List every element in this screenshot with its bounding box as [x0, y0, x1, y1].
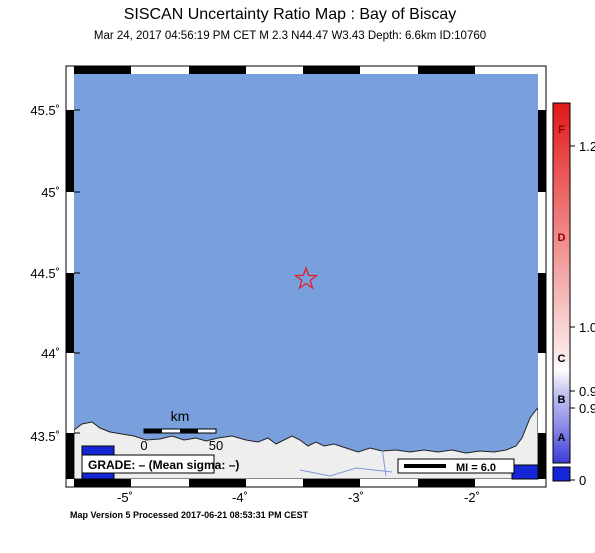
- lat-tick-marks: [74, 109, 80, 434]
- grade-letter-f: F: [558, 124, 565, 136]
- mi-text: MI = 6.0: [456, 462, 496, 474]
- lon-label-minus5: -5˚: [117, 490, 133, 505]
- grade-text: GRADE: – (Mean sigma: –): [88, 458, 239, 472]
- epicenter-star-icon: [293, 266, 319, 290]
- colorbar-value-0: 0: [579, 473, 586, 488]
- grade-letter-d: D: [558, 232, 566, 244]
- sea-area: [74, 74, 538, 479]
- colorbar-value-0-9a: 0.9: [579, 384, 595, 399]
- lat-label-45-5: 45.5˚: [30, 103, 60, 118]
- colorbar-value-1-2: 1.2: [579, 139, 595, 154]
- scale-unit: km: [171, 408, 190, 424]
- lon-label-minus3: -3˚: [348, 490, 364, 505]
- blue-marker-right: [511, 464, 539, 480]
- grade-letter-c: C: [558, 353, 566, 365]
- lat-label-43-5: 43.5˚: [30, 429, 60, 444]
- processing-footer: Map Version 5 Processed 2017-06-21 08:53…: [70, 510, 309, 520]
- lon-label-minus2: -2˚: [464, 490, 480, 505]
- colorbar: F D C B A 1.2 1.0 0.9 0.9 0: [552, 102, 595, 488]
- colorbar-value-0-9b: 0.9: [579, 401, 595, 416]
- grade-letter-a: A: [558, 432, 566, 444]
- event-info: Mar 24, 2017 04:56:19 PM CET M 2.3 N44.4…: [93, 30, 487, 42]
- lat-label-45: 45˚: [41, 185, 60, 200]
- frame-ticks: [66, 66, 546, 487]
- lon-label-minus4: -4˚: [232, 490, 248, 505]
- scale-bar: km 0 50: [140, 408, 223, 453]
- colorbar-value-1-0: 1.0: [579, 320, 595, 335]
- map-title: SISCAN Uncertainty Ratio Map : Bay of Bi…: [123, 6, 457, 23]
- mi-legend: MI = 6.0: [397, 458, 515, 474]
- lat-label-44: 44˚: [41, 346, 60, 361]
- scale-label-0: 0: [140, 438, 147, 453]
- lat-label-44-5: 44.5˚: [30, 266, 60, 281]
- scale-label-50: 50: [209, 438, 223, 453]
- grade-letter-b: B: [558, 394, 566, 406]
- grade-box: GRADE: – (Mean sigma: –): [81, 454, 239, 474]
